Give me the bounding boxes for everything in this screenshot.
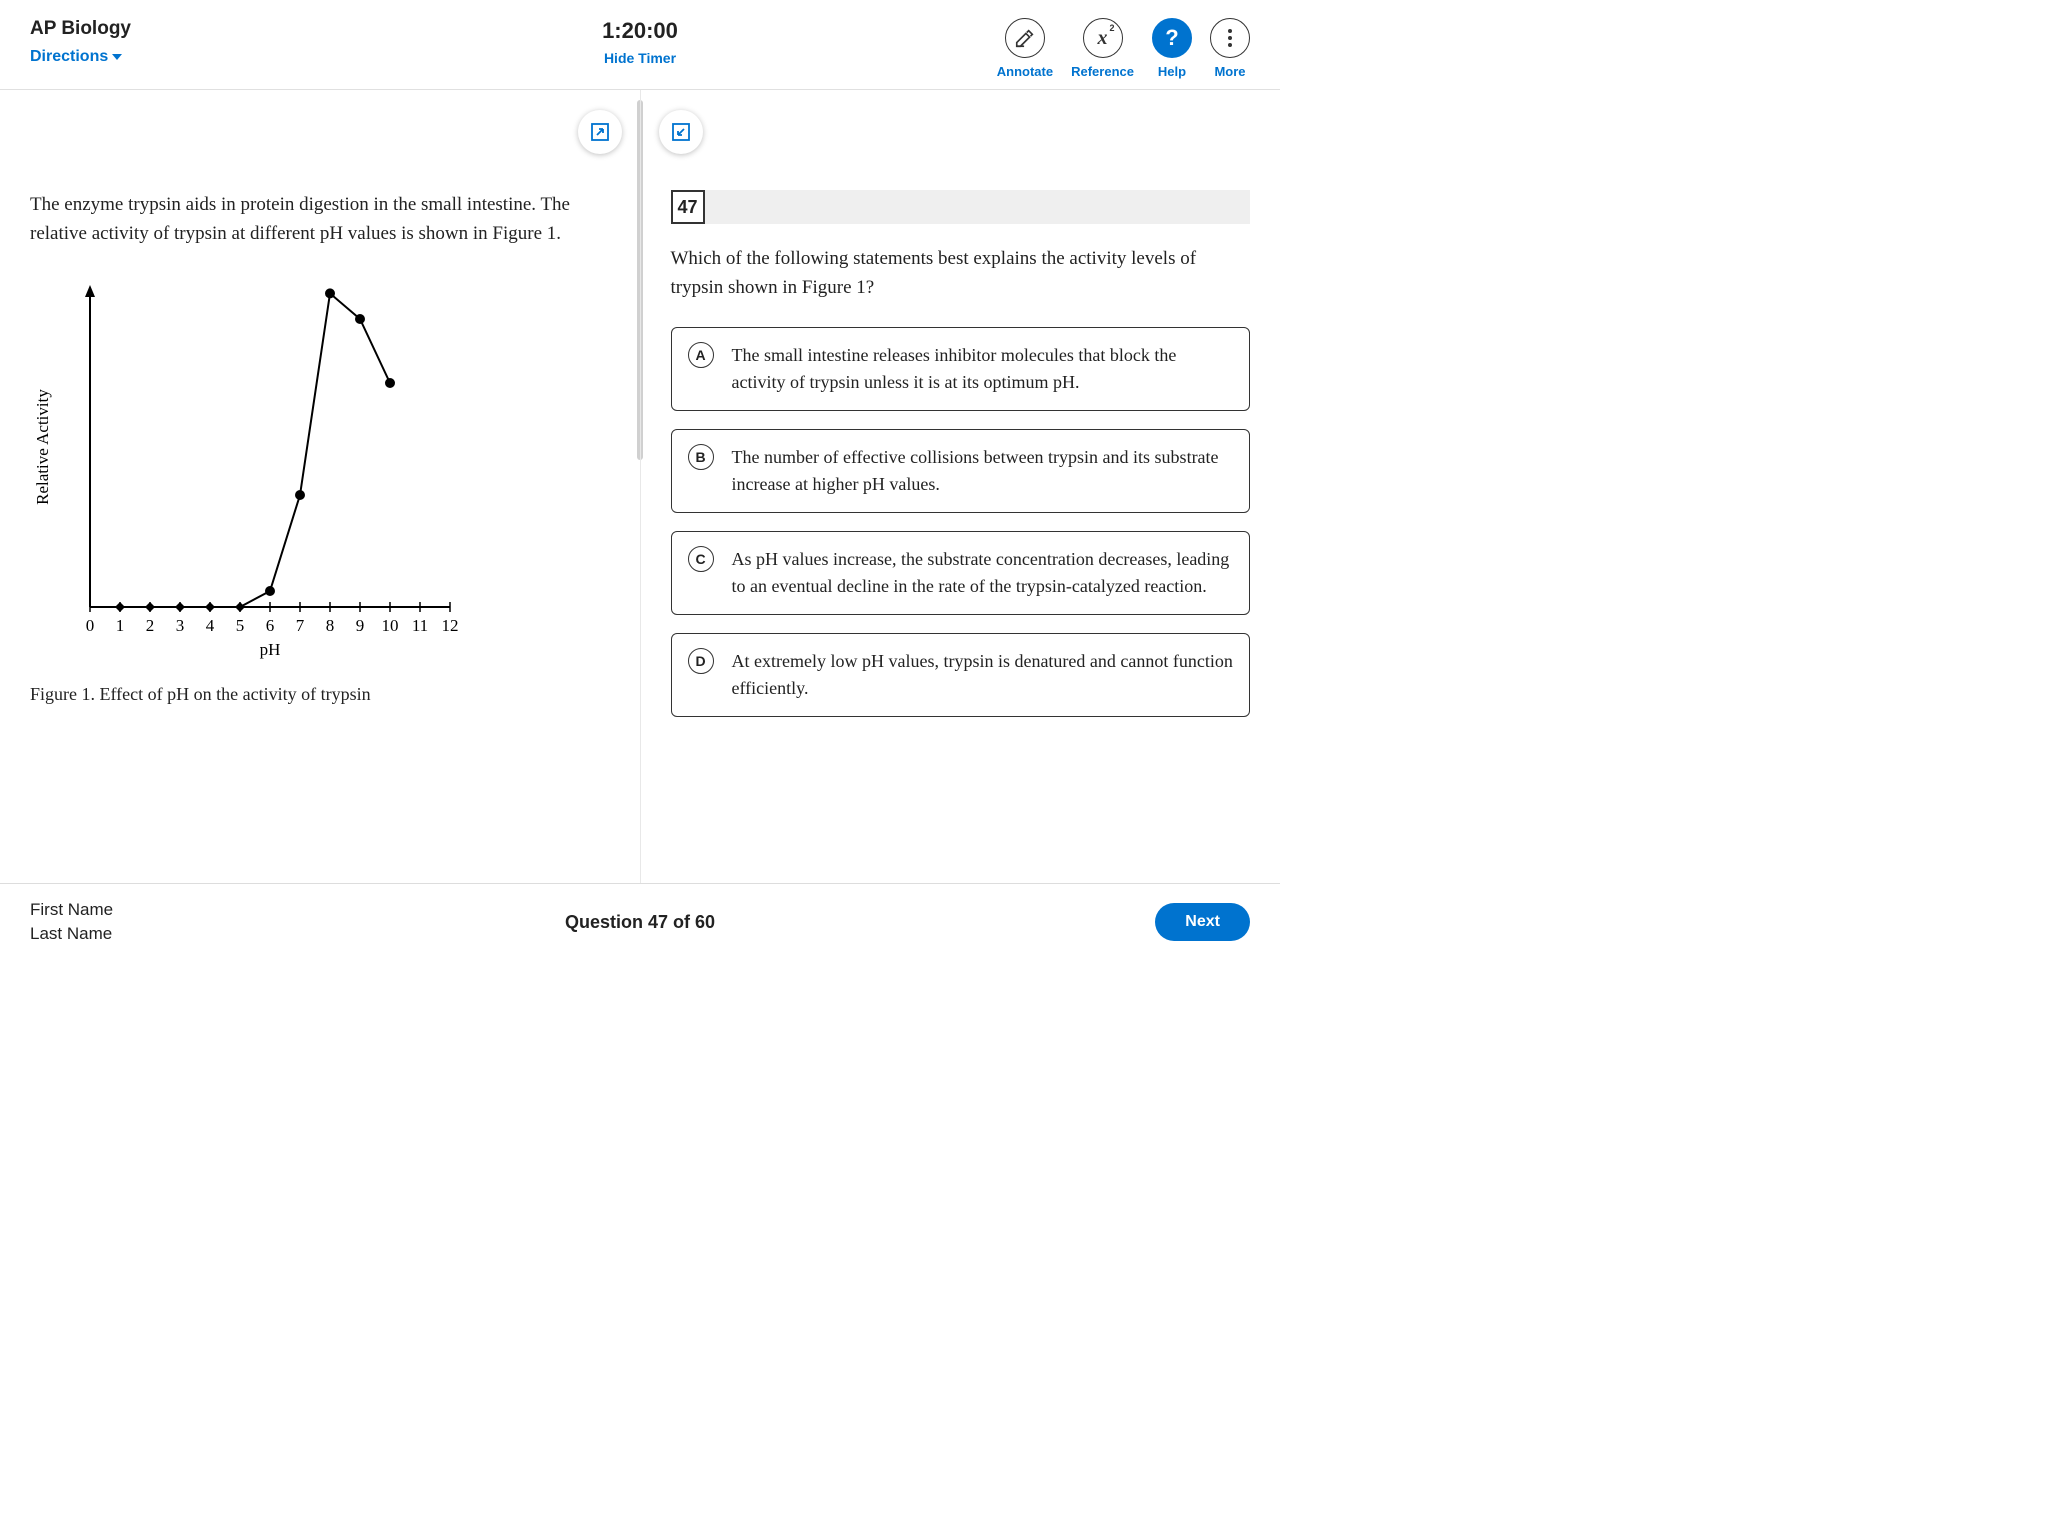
annotate-icon bbox=[1005, 18, 1045, 58]
annotate-label: Annotate bbox=[997, 64, 1053, 79]
more-tool[interactable]: More bbox=[1210, 18, 1250, 79]
timer-display: 1:20:00 bbox=[433, 18, 848, 44]
choice-text: The number of effective collisions betwe… bbox=[732, 444, 1234, 498]
reference-tool[interactable]: x 2 Reference bbox=[1071, 18, 1134, 79]
help-icon: ? bbox=[1152, 18, 1192, 58]
last-name: Last Name bbox=[30, 922, 433, 946]
student-name: First Name Last Name bbox=[30, 898, 433, 946]
answer-choices: A The small intestine releases inhibitor … bbox=[671, 327, 1251, 717]
expand-question-button[interactable] bbox=[659, 110, 703, 154]
svg-text:pH: pH bbox=[260, 640, 281, 659]
svg-text:6: 6 bbox=[266, 616, 275, 635]
header-tools: Annotate x 2 Reference ? Help More bbox=[847, 18, 1250, 79]
more-icon bbox=[1210, 18, 1250, 58]
expand-passage-button[interactable] bbox=[578, 110, 622, 154]
choice-d[interactable]: D At extremely low pH values, trypsin is … bbox=[671, 633, 1251, 717]
choice-text: At extremely low pH values, trypsin is d… bbox=[732, 648, 1234, 702]
choice-letter: B bbox=[688, 444, 714, 470]
figure-1: 0123456789101112pHRelative Activity Figu… bbox=[30, 267, 610, 705]
choice-a[interactable]: A The small intestine releases inhibitor … bbox=[671, 327, 1251, 411]
svg-text:9: 9 bbox=[356, 616, 365, 635]
directions-label: Directions bbox=[30, 48, 108, 66]
reference-label: Reference bbox=[1071, 64, 1134, 79]
figure-caption: Figure 1. Effect of pH on the activity o… bbox=[30, 684, 610, 705]
hide-timer-button[interactable]: Hide Timer bbox=[433, 50, 848, 66]
svg-text:4: 4 bbox=[206, 616, 215, 635]
help-label: Help bbox=[1158, 64, 1186, 79]
svg-text:0: 0 bbox=[86, 616, 95, 635]
question-progress: Question 47 of 60 bbox=[433, 912, 848, 933]
svg-text:2: 2 bbox=[146, 616, 155, 635]
first-name: First Name bbox=[30, 898, 433, 922]
svg-text:10: 10 bbox=[382, 616, 399, 635]
svg-text:12: 12 bbox=[442, 616, 459, 635]
svg-text:Relative Activity: Relative Activity bbox=[33, 389, 52, 505]
directions-toggle[interactable]: Directions bbox=[30, 48, 122, 66]
choice-text: The small intestine releases inhibitor m… bbox=[732, 342, 1234, 396]
annotate-tool[interactable]: Annotate bbox=[997, 18, 1053, 79]
trypsin-activity-chart: 0123456789101112pHRelative Activity bbox=[30, 267, 470, 667]
choice-letter: D bbox=[688, 648, 714, 674]
main-content: The enzyme trypsin aids in protein diges… bbox=[0, 90, 1280, 883]
header-left: AP Biology Directions bbox=[30, 18, 433, 66]
choice-c[interactable]: C As pH values increase, the substrate co… bbox=[671, 531, 1251, 615]
svg-text:1: 1 bbox=[116, 616, 125, 635]
question-number-box: 47 bbox=[671, 190, 705, 224]
svg-text:7: 7 bbox=[296, 616, 305, 635]
choice-text: As pH values increase, the substrate con… bbox=[732, 546, 1234, 600]
more-label: More bbox=[1214, 64, 1245, 79]
next-button[interactable]: Next bbox=[1155, 903, 1250, 941]
subject-title: AP Biology bbox=[30, 18, 433, 40]
choice-letter: C bbox=[688, 546, 714, 572]
passage-text: The enzyme trypsin aids in protein diges… bbox=[30, 190, 610, 249]
svg-text:3: 3 bbox=[176, 616, 185, 635]
expand-out-icon bbox=[591, 123, 609, 141]
footer: First Name Last Name Question 47 of 60 N… bbox=[0, 883, 1280, 960]
svg-text:11: 11 bbox=[412, 616, 428, 635]
choice-letter: A bbox=[688, 342, 714, 368]
svg-text:8: 8 bbox=[326, 616, 335, 635]
chevron-down-icon bbox=[112, 54, 122, 60]
header-center: 1:20:00 Hide Timer bbox=[433, 18, 848, 66]
question-header: 47 bbox=[671, 190, 1251, 224]
choice-b[interactable]: B The number of effective collisions betw… bbox=[671, 429, 1251, 513]
svg-text:5: 5 bbox=[236, 616, 245, 635]
help-tool[interactable]: ? Help bbox=[1152, 18, 1192, 79]
footer-right: Next bbox=[847, 903, 1250, 941]
reference-icon: x 2 bbox=[1083, 18, 1123, 58]
expand-in-icon bbox=[672, 123, 690, 141]
passage-pane: The enzyme trypsin aids in protein diges… bbox=[0, 90, 641, 883]
header: AP Biology Directions 1:20:00 Hide Timer… bbox=[0, 0, 1280, 90]
question-pane: 47 Which of the following statements bes… bbox=[641, 90, 1281, 883]
question-text: Which of the following statements best e… bbox=[671, 244, 1251, 303]
